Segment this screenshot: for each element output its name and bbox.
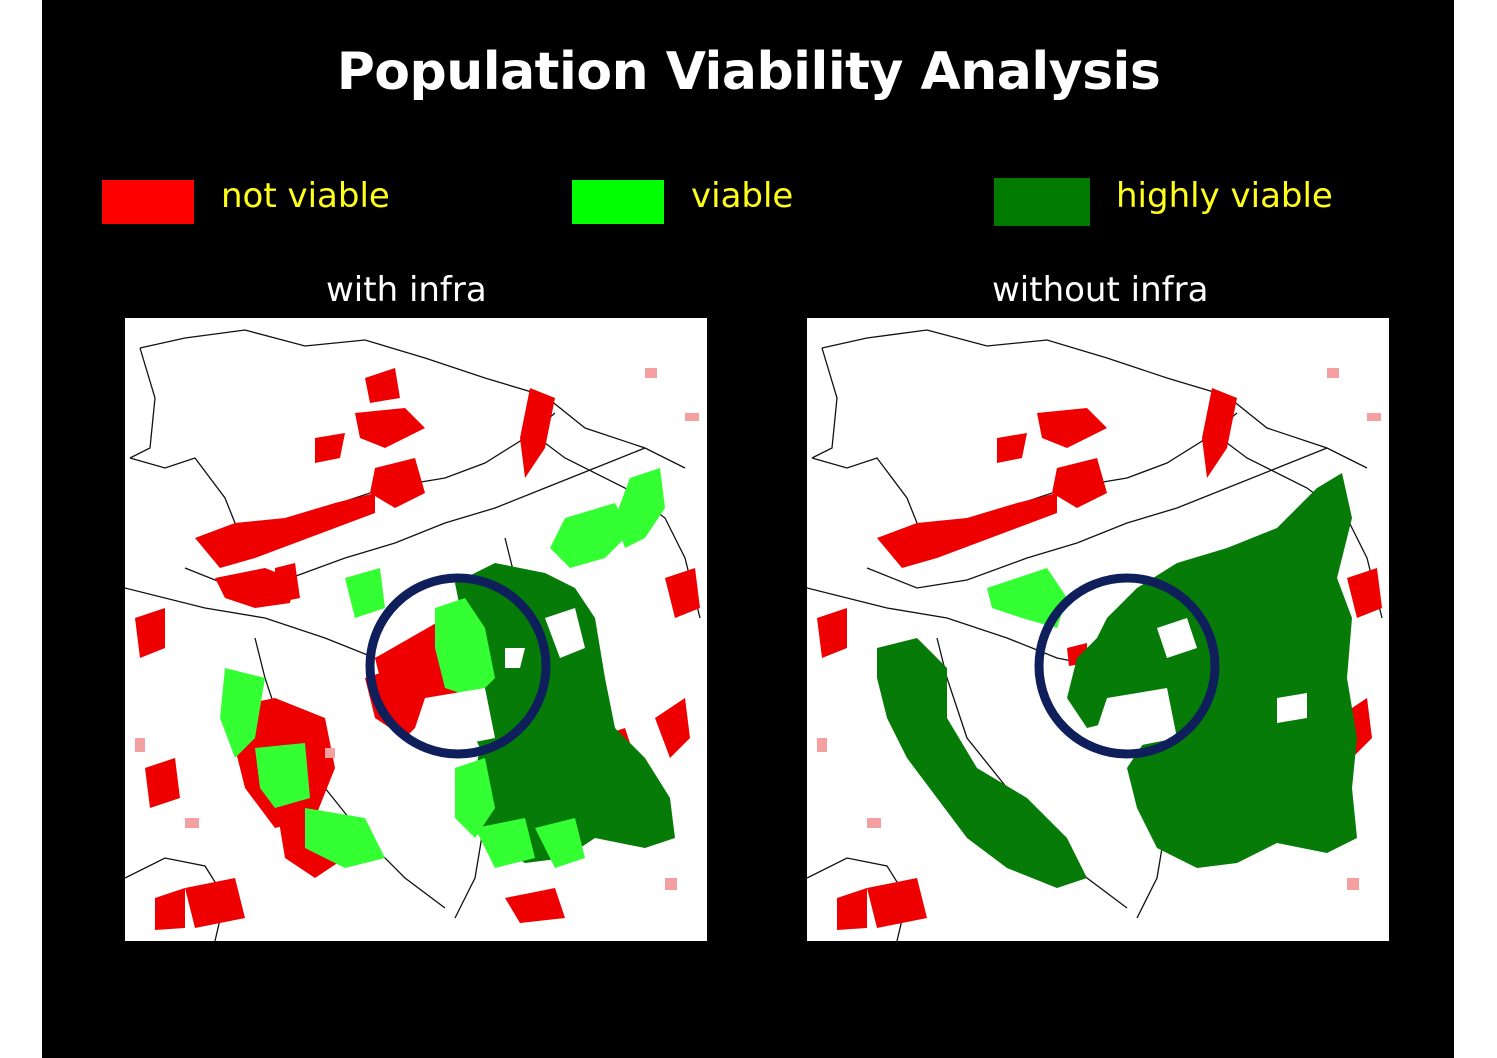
legend-label-not-viable: not viable (221, 176, 390, 216)
legend-label-highly-viable: highly viable (1116, 176, 1333, 216)
legend-swatch-highly-viable (994, 178, 1090, 226)
legend-swatch-viable (572, 180, 664, 224)
slide-title: Population Viability Analysis (336, 42, 1161, 102)
legend-label-viable: viable (691, 176, 794, 216)
legend-swatch-not-viable (102, 180, 194, 224)
panel-label-with-infra: with infra (326, 270, 487, 310)
map-without-infra (807, 318, 1389, 941)
map-with-infra (125, 318, 707, 941)
panel-label-without-infra: without infra (992, 270, 1209, 310)
